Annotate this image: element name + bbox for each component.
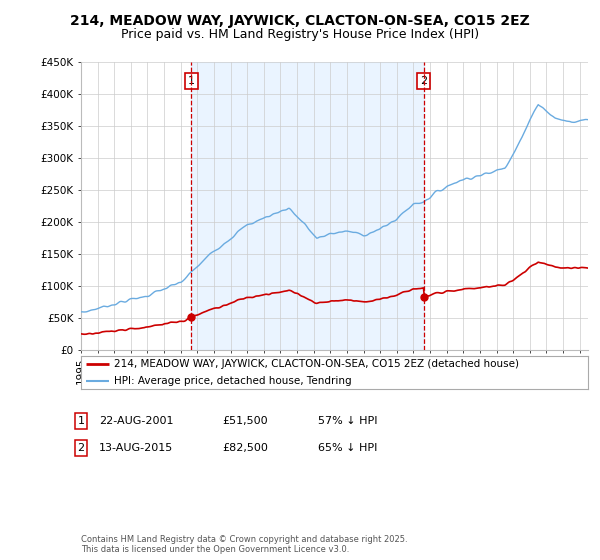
Text: 214, MEADOW WAY, JAYWICK, CLACTON-ON-SEA, CO15 2EZ: 214, MEADOW WAY, JAYWICK, CLACTON-ON-SEA… (70, 14, 530, 28)
Text: 65% ↓ HPI: 65% ↓ HPI (318, 443, 377, 453)
Text: 1: 1 (77, 416, 85, 426)
Bar (191, 62, 424, 350)
Text: Contains HM Land Registry data © Crown copyright and database right 2025.
This d: Contains HM Land Registry data © Crown c… (81, 535, 407, 554)
Text: £82,500: £82,500 (222, 443, 268, 453)
Text: 2: 2 (77, 443, 85, 453)
Text: HPI: Average price, detached house, Tendring: HPI: Average price, detached house, Tend… (114, 376, 352, 386)
Text: 2: 2 (420, 76, 427, 86)
Text: 1: 1 (188, 76, 195, 86)
Text: 13-AUG-2015: 13-AUG-2015 (99, 443, 173, 453)
Text: 22-AUG-2001: 22-AUG-2001 (99, 416, 173, 426)
Text: 214, MEADOW WAY, JAYWICK, CLACTON-ON-SEA, CO15 2EZ (detached house): 214, MEADOW WAY, JAYWICK, CLACTON-ON-SEA… (114, 359, 519, 369)
Text: Price paid vs. HM Land Registry's House Price Index (HPI): Price paid vs. HM Land Registry's House … (121, 28, 479, 41)
Text: £51,500: £51,500 (222, 416, 268, 426)
Text: 57% ↓ HPI: 57% ↓ HPI (318, 416, 377, 426)
